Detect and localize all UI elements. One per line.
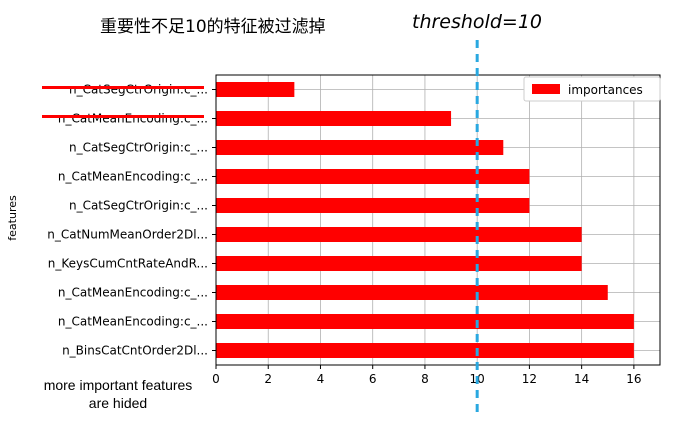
y-tick-label: n_KeysCumCntRateAndR...	[48, 257, 208, 271]
bar	[216, 285, 608, 300]
bar	[216, 82, 295, 97]
y-tick-label: n_CatNumMeanOrder2Dl...	[47, 228, 208, 242]
legend-swatch	[532, 84, 560, 94]
x-tick-label: 4	[317, 372, 325, 386]
x-tick-label: 2	[264, 372, 272, 386]
bar	[216, 198, 530, 213]
y-tick-label: n_BinsCatCntOrder2Dl...	[62, 344, 208, 358]
y-tick-labels: n_CatSegCtrOrigin:c_... n_CatMeanEncoding…	[47, 83, 216, 358]
y-axis-label: features	[6, 195, 19, 241]
y-tick-label: n_CatSegCtrOrigin:c_...	[69, 141, 208, 155]
x-tick-label: 16	[626, 372, 641, 386]
bar	[216, 111, 452, 126]
y-tick-label: n_CatSegCtrOrigin:c_...	[69, 83, 208, 97]
bar	[216, 169, 530, 184]
bar	[216, 227, 582, 242]
x-tick-label: 8	[421, 372, 429, 386]
x-tick-label: 6	[369, 372, 377, 386]
y-tick-label: n_CatSegCtrOrigin:c_...	[69, 199, 208, 213]
y-tick-label: n_CatMeanEncoding:c_...	[58, 170, 208, 184]
x-tick-label: 14	[574, 372, 589, 386]
bar	[216, 314, 634, 329]
x-tick-label: 0	[212, 372, 220, 386]
y-tick-label: n_CatMeanEncoding:c_...	[58, 315, 208, 329]
top-note: 重要性不足10的特征被过滤掉	[100, 17, 326, 37]
threshold-label: threshold=10	[412, 11, 542, 33]
bars	[216, 82, 634, 358]
strike-lines	[42, 86, 204, 118]
y-tick-label: n_CatMeanEncoding:c_...	[58, 286, 208, 300]
legend: importances	[523, 76, 661, 102]
plot-frame	[215, 74, 661, 366]
bottom-note-line2: are hided	[89, 395, 147, 411]
bar	[216, 140, 504, 155]
y-tick-label: n_CatMeanEncoding:c_...	[58, 112, 208, 126]
bar	[216, 256, 582, 271]
bottom-note-line1: more important features	[44, 377, 193, 393]
legend-label: importances	[568, 83, 643, 97]
bar	[216, 343, 634, 358]
x-tick-label: 12	[522, 372, 537, 386]
